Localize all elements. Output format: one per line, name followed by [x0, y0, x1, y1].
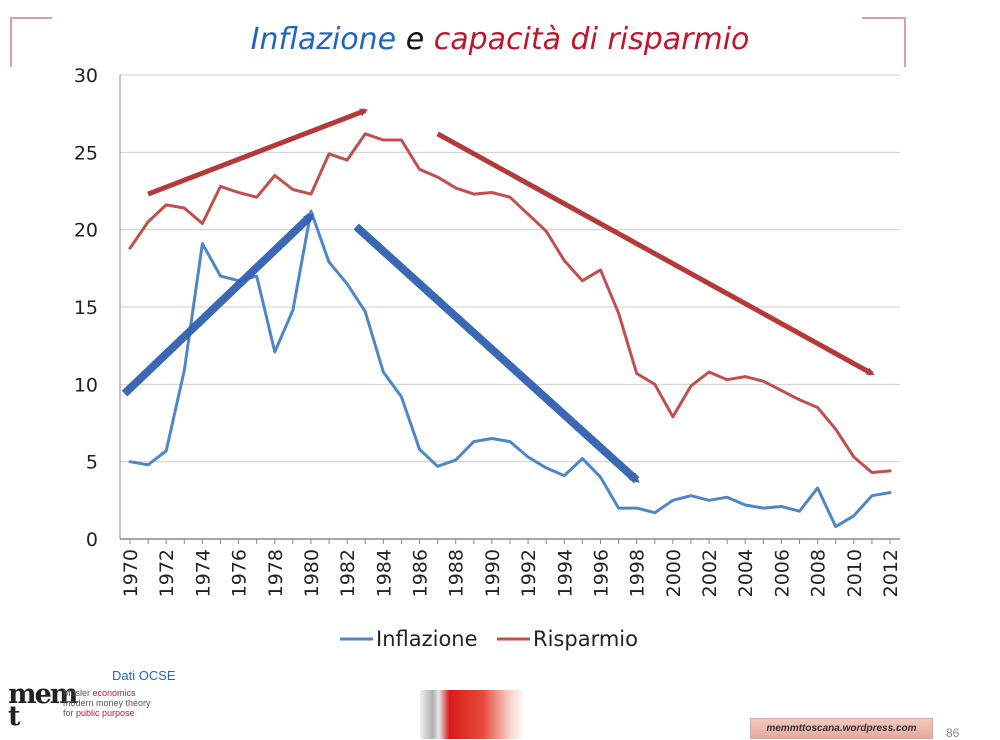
x-tick-label-1988: 1988: [446, 549, 468, 597]
x-tick-label-2000: 2000: [663, 549, 685, 597]
trend-arrow-layer: [121, 108, 875, 484]
y-tick-label-10: 10: [74, 374, 98, 396]
y-tick-label-0: 0: [86, 529, 98, 551]
logo-line3: for: [63, 708, 77, 718]
logo-line1-highlight: economics: [92, 688, 136, 698]
x-tick-label-2008: 2008: [808, 549, 830, 597]
trend-arrow-red-1: [436, 131, 875, 376]
x-tick-label-2004: 2004: [735, 549, 757, 597]
x-tick-label-2006: 2006: [771, 549, 793, 597]
logo-mark: mem t: [8, 679, 78, 732]
site-label[interactable]: memmttoscana.wordpress.com: [750, 718, 933, 739]
trend-arrow-blue-3: [353, 223, 640, 484]
axis-layer: 0 5 10 15 20 25 30 1970 1972 1974 1976 1978 1980 1982…: [74, 65, 902, 597]
x-tick-label-1970: 1970: [120, 549, 142, 597]
y-tick-label-30: 30: [74, 65, 98, 87]
logo-line3-highlight: public purpose: [76, 708, 135, 718]
x-tick-label-1982: 1982: [337, 549, 359, 597]
page-number: 86: [946, 726, 960, 740]
x-tick-label-1998: 1998: [627, 549, 649, 597]
x-tick-label-1980: 1980: [301, 549, 323, 597]
series-line-risparmio: [128, 132, 892, 474]
x-tick-label-1992: 1992: [518, 549, 540, 597]
x-tick-label-2002: 2002: [699, 549, 721, 597]
logo-line2: modern money theory: [63, 698, 151, 708]
memmt-logo: mem t: [8, 679, 78, 736]
y-tick-label-5: 5: [86, 452, 98, 474]
x-tick-label-1972: 1972: [156, 549, 178, 597]
series-line-inflazione: [128, 209, 892, 529]
grid-layer: [120, 74, 900, 540]
slide-title: Inflazione e capacità di risparmio: [0, 22, 1000, 57]
title-savings: capacità di risparmio: [433, 22, 750, 57]
y-tick-label-25: 25: [74, 142, 98, 164]
series-layer: [128, 132, 892, 529]
trend-arrow-red-0: [147, 108, 369, 197]
x-tick-label-1978: 1978: [265, 549, 287, 597]
legend-label-inflazione: Inflazione: [376, 627, 478, 651]
trend-arrow-blue-2: [121, 212, 314, 397]
x-tick-label-1974: 1974: [192, 549, 214, 597]
x-tick-label-1990: 1990: [482, 549, 504, 597]
y-tick-label-20: 20: [74, 220, 98, 242]
logo-line1: Mosler: [63, 688, 93, 698]
title-conjunction: e: [405, 22, 425, 57]
x-tick-label-2012: 2012: [880, 549, 902, 597]
logo-tagline: Mosler economics modern money theory for…: [63, 688, 151, 718]
x-tick-label-1996: 1996: [590, 549, 612, 597]
x-tick-label-1976: 1976: [229, 549, 251, 597]
corner-bracket-top-left: [10, 17, 52, 67]
x-tick-label-2010: 2010: [844, 549, 866, 597]
legend: Inflazione Risparmio: [340, 627, 638, 651]
x-tick-label-1986: 1986: [410, 549, 432, 597]
y-tick-label-15: 15: [74, 297, 98, 319]
x-tick-label-1984: 1984: [373, 549, 395, 597]
data-source-note: Dati OCSE: [112, 668, 176, 683]
corner-bracket-top-right: [862, 17, 906, 67]
x-tick-label-1994: 1994: [554, 549, 576, 597]
legend-label-risparmio: Risparmio: [533, 627, 638, 651]
decorative-gradient-graphic: [420, 690, 525, 739]
title-inflation: Inflazione: [250, 22, 397, 57]
